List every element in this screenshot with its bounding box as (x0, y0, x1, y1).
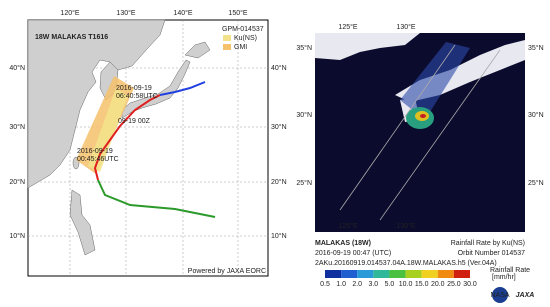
colorbar-tick: 0.5 (320, 281, 330, 288)
track-blue (159, 81, 206, 96)
colorbar-tick: 15.0 (415, 281, 429, 288)
colorbar-tick: 10.0 (399, 281, 413, 288)
lat-label: 25°N (296, 179, 312, 187)
colorbar-segment (405, 270, 422, 278)
colorbar-segment (357, 270, 374, 278)
legend-item: Ku(NS) (234, 35, 257, 42)
colorbar-segment (325, 270, 342, 278)
annotation: 2016-09-19 (116, 85, 152, 92)
lon-label: 120°E (60, 9, 79, 17)
lat-label: 30°N (296, 111, 312, 119)
lon-label: 150°E (228, 9, 247, 17)
lat-label: 40°N (271, 64, 287, 72)
track-red (93, 94, 161, 181)
colorbar-tick: 2.0 (352, 281, 362, 288)
left-title: 18W MALAKAS T1616 (35, 34, 108, 41)
credit: Powered by JAXA EORC (188, 268, 266, 275)
lat-label: 10°N (271, 232, 287, 240)
colorbar-segment (373, 270, 390, 278)
colorbar-tick: 3.0 (368, 281, 378, 288)
annotation: 09-19 00Z (118, 118, 151, 125)
rain-core (420, 114, 426, 118)
colorbar-tick: 20.0 (431, 281, 445, 288)
ku-swath (88, 88, 128, 172)
lat-label: 30°N (9, 123, 25, 131)
colorbar-unit: [mm/hr] (492, 274, 516, 281)
caption-orbit: Orbit Number 014537 (458, 250, 525, 257)
lon-label: 130°E (116, 9, 135, 17)
colorbar-tick: 1.0 (336, 281, 346, 288)
colorbar-segment (421, 270, 438, 278)
colorbar-title: Rainfall Rate (490, 267, 530, 274)
legend-swatch (223, 44, 231, 50)
colorbar-tick: 25.0 (447, 281, 461, 288)
colorbar-segment (389, 270, 406, 278)
caption-name: MALAKAS (18W) (315, 240, 371, 247)
annotation: 06:40:58UTC (116, 93, 158, 100)
annotation: 00:45:46UTC (77, 156, 119, 163)
lon-label: 125°E (338, 23, 357, 31)
lon-label: 125°E (338, 222, 357, 230)
colorbar-tick: 5.0 (385, 281, 395, 288)
lat-label: 10°N (9, 232, 25, 240)
logo-text: JAXA (516, 292, 535, 299)
legend-orbit: GPM-014537 (222, 26, 264, 33)
left-land (27, 19, 211, 256)
lat-label: 30°N (528, 111, 544, 119)
swath-edge (379, 49, 501, 221)
lon-label: 140°E (173, 9, 192, 17)
lat-label: 20°N (9, 178, 25, 186)
caption-product: Rainfall Rate by Ku(NS) (451, 240, 525, 247)
legend-item: GMI (234, 44, 247, 51)
lat-label: 30°N (271, 123, 287, 131)
legend-swatch (223, 35, 231, 41)
rain-swath (400, 42, 470, 120)
lat-label: 40°N (9, 64, 25, 72)
caption-file: 2AKu.20160919.014537.04A.18W.MALAKAS.h5 … (315, 260, 497, 267)
swath-edge (339, 44, 456, 211)
lon-label: 130°E (396, 222, 415, 230)
colorbar-tick: 30.0 (463, 281, 477, 288)
lat-label: 35°N (528, 44, 544, 52)
lat-label: 20°N (271, 178, 287, 186)
annotation: 2016-09-19 (77, 148, 113, 155)
nasa-logo (492, 287, 508, 303)
colorbar-segment (453, 270, 470, 278)
lat-label: 25°N (528, 179, 544, 187)
colorbar-segment (437, 270, 454, 278)
logo-text: NASA (490, 292, 509, 299)
caption-time: 2016-09-19 00:47 (UTC) (315, 250, 391, 257)
track-green (97, 179, 216, 218)
colorbar-segment (341, 270, 358, 278)
lat-label: 35°N (296, 44, 312, 52)
lon-label: 130°E (396, 23, 415, 31)
